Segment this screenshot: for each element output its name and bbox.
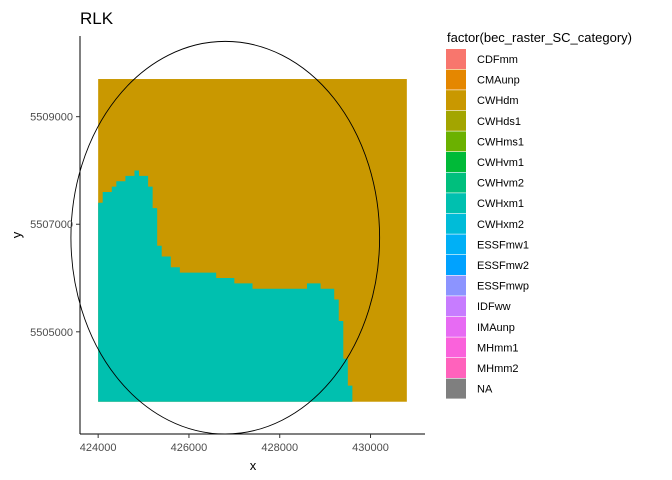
legend-label-cwhvm1: CWHvm1: [477, 157, 524, 169]
x-tick-label: 430000: [352, 442, 389, 454]
x-axis-label: x: [250, 458, 257, 473]
legend-swatch-essfmw2: [446, 255, 466, 275]
plot-panel: [70, 40, 407, 435]
legend-label-cwhds1: CWHds1: [477, 116, 521, 128]
legend-swatch-cwhxm1: [446, 193, 466, 214]
legend-swatch-imaunp: [446, 316, 466, 337]
legend-swatch-cmaunp: [446, 69, 466, 90]
y-tick-label: 5509000: [30, 112, 73, 124]
legend-swatch-cwhds1: [446, 110, 466, 131]
legend-label-cwhxm1: CWHxm1: [477, 198, 524, 210]
legend-label-mhmm2: MHmm2: [477, 363, 519, 375]
chart-title: RLK: [80, 9, 114, 28]
x-tick-label: 426000: [171, 442, 208, 454]
y-axis-label: y: [9, 231, 24, 238]
legend-swatch-mhmm1: [446, 337, 466, 358]
legend-label-idfww: IDFww: [477, 301, 511, 313]
legend-swatch-na: [446, 378, 466, 399]
x-tick-label: 424000: [80, 442, 117, 454]
x-tick-label: 428000: [261, 442, 298, 454]
legend-label-cdfmm: CDFmm: [477, 54, 518, 66]
legend-label-essfmwp: ESSFmwp: [477, 281, 529, 293]
legend-swatch-cdfmm: [446, 49, 466, 69]
legend-label-mhmm1: MHmm1: [477, 342, 519, 354]
legend-swatch-essfmw1: [446, 234, 466, 255]
raster-region-cwhxm1: [98, 170, 353, 402]
legend-swatch-cwhxm2: [446, 213, 466, 234]
legend-label-cwhdm: CWHdm: [477, 95, 519, 107]
legend-title: factor(bec_raster_SC_category): [447, 30, 632, 45]
legend-label-essfmw1: ESSFmw1: [477, 239, 529, 251]
legend-label-essfmw2: ESSFmw2: [477, 260, 529, 272]
legend-label-imaunp: IMAunp: [477, 322, 515, 334]
legend-swatch-idfww: [446, 296, 466, 317]
legend-swatch-mhmm2: [446, 358, 466, 378]
y-axis-ticks: 5505000 5507000 5509000: [30, 112, 80, 339]
legend-swatch-cwhdm: [446, 90, 466, 111]
legend-label-cwhvm2: CWHvm2: [477, 178, 524, 190]
y-tick-label: 5507000: [30, 219, 73, 231]
legend-label-cwhxm2: CWHxm2: [477, 219, 524, 231]
legend-swatch-cwhms1: [446, 131, 466, 152]
legend-swatch-essfmwp: [446, 275, 466, 296]
legend: CDFmm CMAunp CWHdm CWHds1 CWHms1 CWHvm1 CWHvm2…: [446, 49, 529, 399]
legend-swatch-cwhvm2: [446, 172, 466, 193]
legend-swatch-cwhvm1: [446, 152, 466, 172]
legend-label-cwhms1: CWHms1: [477, 136, 524, 148]
x-axis-ticks: 424000 426000 428000 430000: [80, 434, 389, 454]
y-tick-label: 5505000: [30, 327, 73, 339]
legend-label-na: NA: [477, 384, 493, 396]
legend-label-cmaunp: CMAunp: [477, 75, 520, 87]
